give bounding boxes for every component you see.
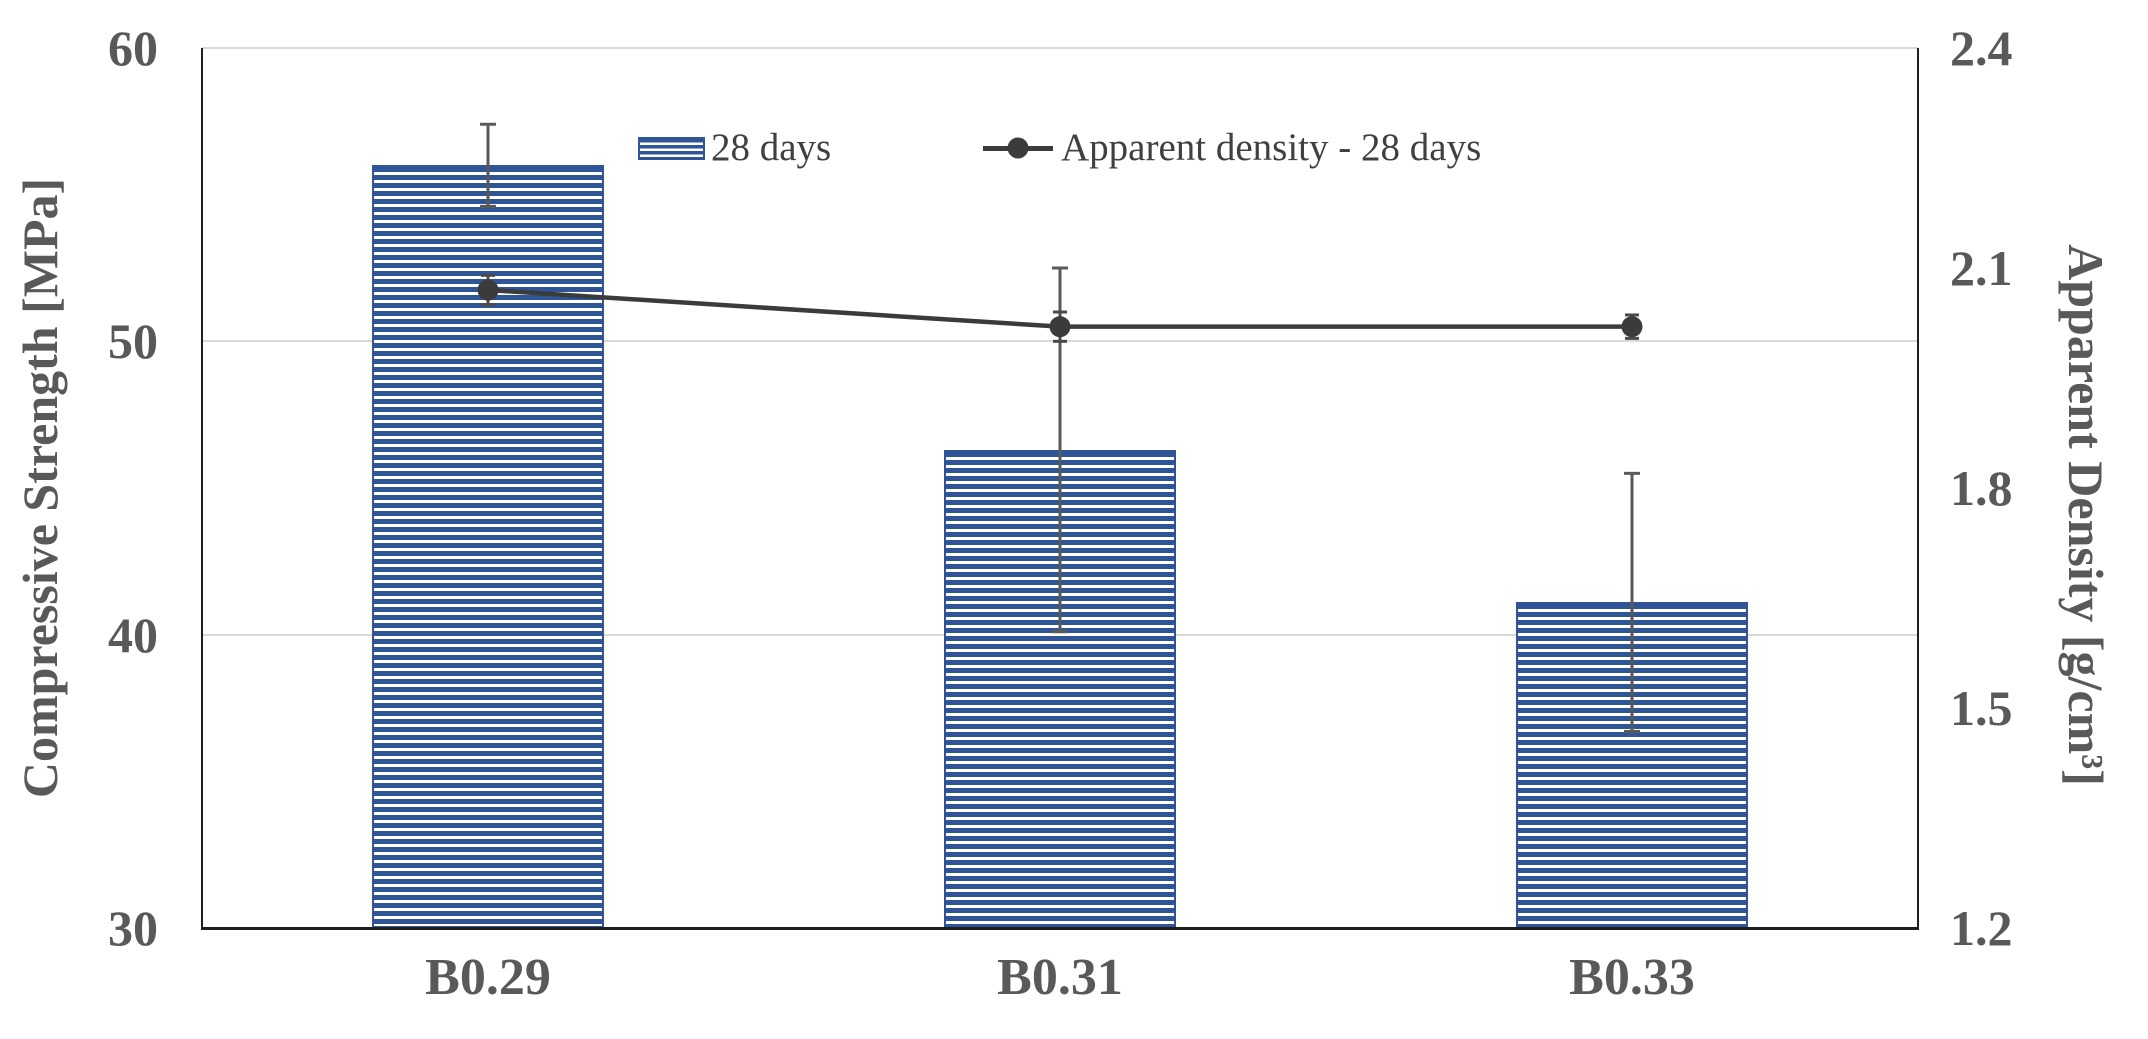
bar-series-swatch-icon [638,136,705,160]
right-axis-tick-label: 2.4 [1950,20,2013,76]
density-line [487,287,1632,329]
bar-B0.29 [372,165,604,928]
right-axis-line [1917,48,1919,928]
density-point-marker [1049,316,1071,338]
x-axis-category-label: B0.33 [1569,949,1695,1006]
right-axis-tick-label: 2.1 [1950,240,2013,296]
density-point-marker [1621,316,1643,338]
x-axis-category-label: B0.29 [425,949,551,1006]
left-axis-line [201,48,203,928]
bottom-axis-line [201,927,1919,930]
bar-B0.31 [944,449,1176,928]
right-axis-tick-label: 1.8 [1950,460,2013,516]
line-marker-icon [983,137,1053,159]
left-axis-tick-label: 50 [108,313,158,370]
legend-item-bars: 28 days [638,126,831,170]
x-axis-category-label: B0.31 [997,949,1123,1006]
right-axis-tick-label: 1.2 [1950,900,2013,956]
left-axis-tick-label: 60 [108,20,158,76]
legend-label-bars: 28 days [711,126,832,169]
left-axis-tick-label: 30 [108,900,158,956]
legend-label-line: Apparent density - 28 days [1061,126,1482,169]
gridline [202,47,1918,49]
left-axis-tick-label: 40 [108,606,158,663]
right-axis-title: Apparent Density [g/cm³] [2058,244,2114,786]
right-axis-tick-label: 1.5 [1950,680,2013,736]
left-axis-title: Compressive Strength [MPa] [12,177,68,799]
legend-item-line: Apparent density - 28 days [983,126,1481,170]
bar-B0.33 [1516,602,1748,928]
